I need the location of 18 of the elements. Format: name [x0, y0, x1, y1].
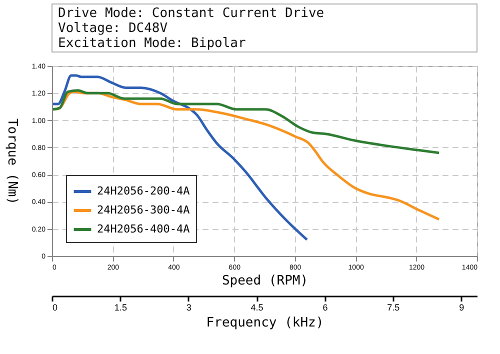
line-series: [52, 89, 440, 154]
line-series: [52, 74, 308, 241]
x2-tick-label: 9: [459, 302, 464, 312]
legend-label: 24H2056-400-4A: [97, 222, 190, 236]
x2-axis-title: Frequency (kHz): [206, 316, 324, 330]
text: Excitation Mode: Bipolar: [58, 36, 246, 51]
x2-tick-label: 6: [322, 302, 328, 312]
text: Voltage: DC48V: [58, 21, 168, 36]
legend-label: 24H2056-200-4A: [97, 184, 190, 198]
legend-label: 24H2056-300-4A: [97, 204, 190, 216]
x2-tick-label: 1.5: [114, 302, 127, 312]
x2-tick-label: 0: [52, 302, 58, 312]
x2-tick-label: 3: [186, 302, 192, 312]
text: Drive Mode: Constant Current Drive: [58, 6, 324, 21]
y-axis-title: Torque (Nm): [4, 118, 20, 205]
x-axis-title: Speed (RPM): [222, 274, 308, 288]
x2-tick-label: 4.5: [250, 302, 264, 312]
x2-tick-label: 7.5: [387, 302, 400, 312]
